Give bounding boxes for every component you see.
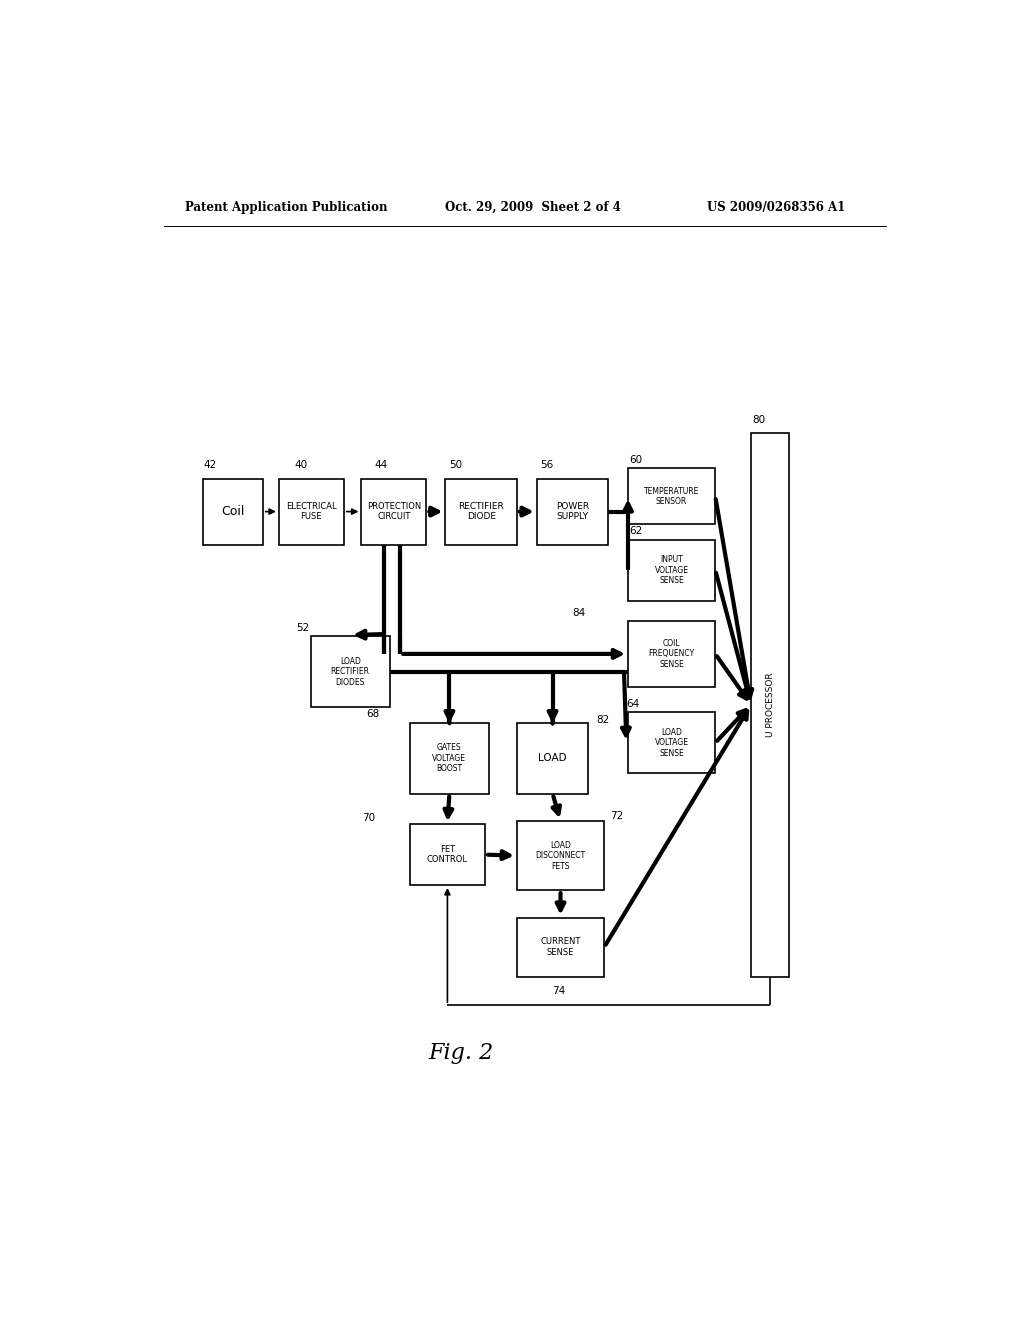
Text: 64: 64 <box>627 700 640 709</box>
Text: RECTIFIER
DIODE: RECTIFIER DIODE <box>459 502 504 521</box>
FancyBboxPatch shape <box>204 479 263 545</box>
Text: 82: 82 <box>596 714 609 725</box>
Text: Fig. 2: Fig. 2 <box>429 1041 494 1064</box>
Text: 62: 62 <box>630 527 643 536</box>
Text: 60: 60 <box>630 455 643 466</box>
Text: 74: 74 <box>553 986 566 995</box>
Text: 72: 72 <box>610 810 624 821</box>
FancyBboxPatch shape <box>279 479 344 545</box>
Text: 70: 70 <box>362 813 375 824</box>
Text: 68: 68 <box>367 709 379 719</box>
FancyBboxPatch shape <box>361 479 426 545</box>
Text: TEMPERATURE
SENSOR: TEMPERATURE SENSOR <box>644 487 699 506</box>
Text: US 2009/0268356 A1: US 2009/0268356 A1 <box>708 201 846 214</box>
Text: 80: 80 <box>752 414 765 425</box>
Text: Oct. 29, 2009  Sheet 2 of 4: Oct. 29, 2009 Sheet 2 of 4 <box>445 201 622 214</box>
Text: LOAD
RECTIFIER
DIODES: LOAD RECTIFIER DIODES <box>331 657 370 686</box>
Text: 44: 44 <box>374 461 387 470</box>
Text: FET
CONTROL: FET CONTROL <box>427 845 468 865</box>
Text: 52: 52 <box>296 623 309 634</box>
FancyBboxPatch shape <box>310 636 390 708</box>
Text: 56: 56 <box>541 461 554 470</box>
Text: LOAD
DISCONNECT
FETS: LOAD DISCONNECT FETS <box>536 841 586 871</box>
Text: POWER
SUPPLY: POWER SUPPLY <box>556 502 589 521</box>
Text: Coil: Coil <box>221 506 245 517</box>
FancyBboxPatch shape <box>517 722 588 793</box>
Text: GATES
VOLTAGE
BOOST: GATES VOLTAGE BOOST <box>432 743 466 774</box>
Text: 84: 84 <box>572 607 586 618</box>
FancyBboxPatch shape <box>517 917 604 977</box>
Text: LOAD
VOLTAGE
SENSE: LOAD VOLTAGE SENSE <box>654 727 688 758</box>
Text: LOAD: LOAD <box>539 754 567 763</box>
FancyBboxPatch shape <box>537 479 608 545</box>
FancyBboxPatch shape <box>410 722 489 793</box>
Text: COIL
FREQUENCY
SENSE: COIL FREQUENCY SENSE <box>648 639 694 669</box>
FancyBboxPatch shape <box>517 821 604 890</box>
Text: Patent Application Publication: Patent Application Publication <box>185 201 388 214</box>
Text: INPUT
VOLTAGE
SENSE: INPUT VOLTAGE SENSE <box>654 556 688 585</box>
Text: PROTECTION
CIRCUIT: PROTECTION CIRCUIT <box>367 502 421 521</box>
FancyBboxPatch shape <box>445 479 517 545</box>
FancyBboxPatch shape <box>410 824 485 886</box>
FancyBboxPatch shape <box>628 620 715 686</box>
FancyBboxPatch shape <box>628 540 715 601</box>
Text: 42: 42 <box>204 461 217 470</box>
Text: 50: 50 <box>450 461 463 470</box>
FancyBboxPatch shape <box>751 433 790 977</box>
Text: U PROCESSOR: U PROCESSOR <box>766 672 774 737</box>
FancyBboxPatch shape <box>628 469 715 524</box>
Text: CURRENT
SENSE: CURRENT SENSE <box>541 937 581 957</box>
Text: 40: 40 <box>295 461 308 470</box>
FancyBboxPatch shape <box>628 713 715 774</box>
Text: ELECTRICAL
FUSE: ELECTRICAL FUSE <box>286 502 337 521</box>
